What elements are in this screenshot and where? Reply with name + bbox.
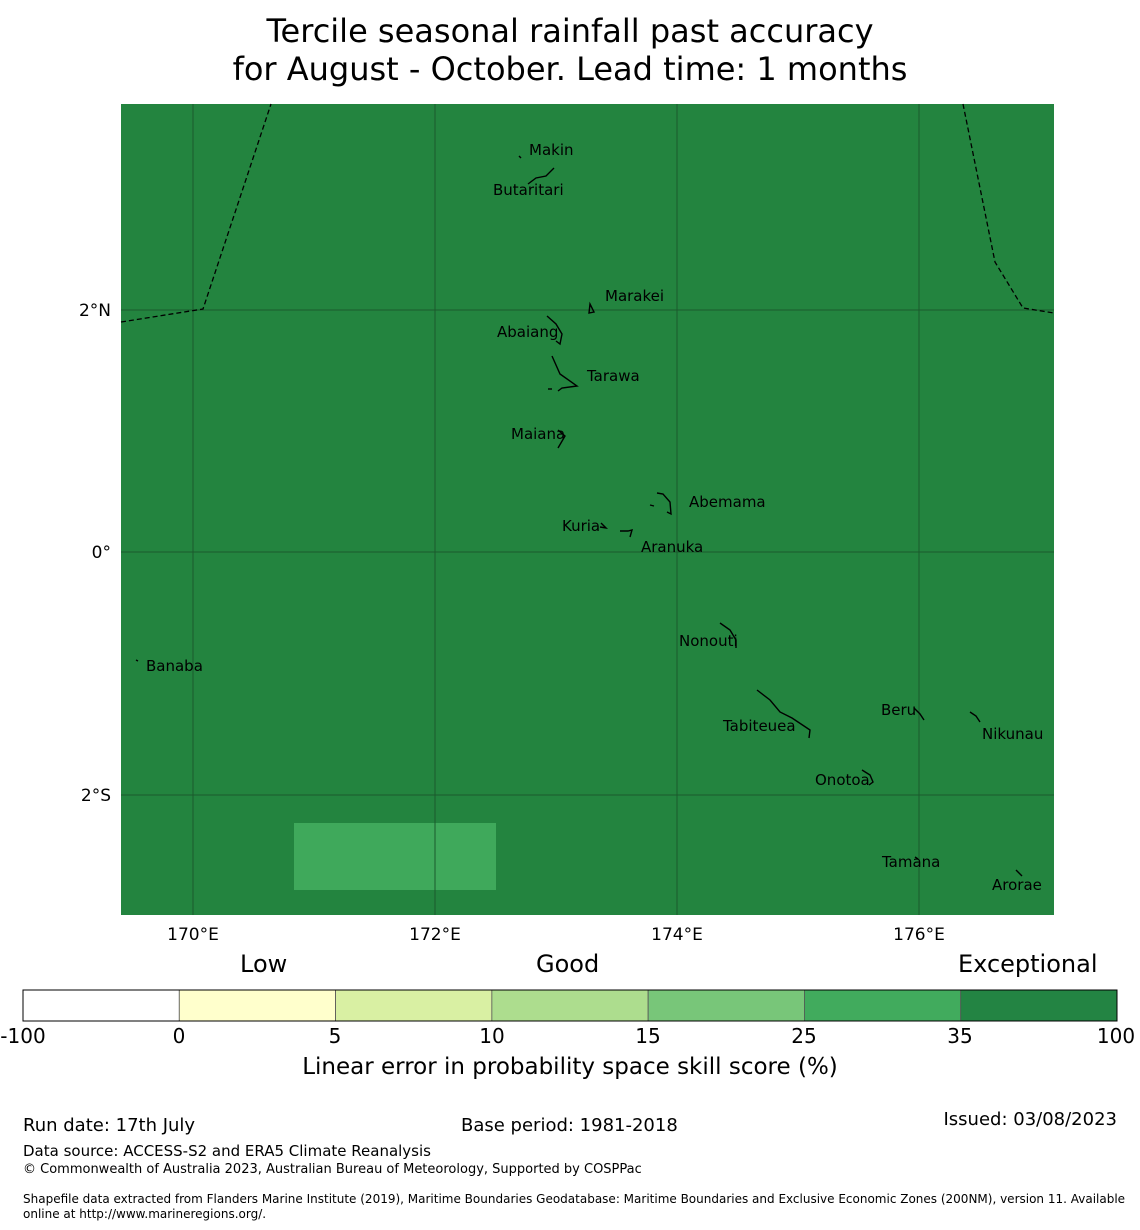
map-gridlines (121, 104, 1054, 915)
colorbar-border (22, 989, 1118, 1022)
issued-date: Issued: 03/08/2023 (943, 1109, 1117, 1130)
copyright-notice: © Commonwealth of Australia 2023, Austra… (23, 1162, 642, 1177)
map-background (121, 104, 1054, 915)
skill-score-patch (294, 823, 496, 890)
colorbar-axis-label: Linear error in probability space skill … (302, 1054, 838, 1080)
place-label-marakei: Marakei (605, 287, 664, 305)
colorbar-segment (22, 989, 180, 1022)
island-beru-outline (913, 707, 925, 721)
place-label-arorae: Arorae (992, 876, 1042, 894)
place-label-tabiteuea: Tabiteuea (722, 717, 796, 735)
island-nikunau-outline (969, 711, 981, 723)
island-abemama-outline (656, 492, 672, 516)
colorbar-tick-label: 10 (479, 1024, 505, 1048)
colorbar-segment (491, 989, 649, 1022)
base-period: Base period: 1981-2018 (461, 1115, 678, 1136)
shapefile-credit-line-2: online at http://www.marineregions.org/. (23, 1207, 267, 1221)
island-onotoa-outline (861, 769, 874, 786)
island-maiana-outline (557, 429, 566, 449)
colorbar-segment (960, 989, 1118, 1022)
place-label-banaba: Banaba (146, 657, 203, 675)
place-label-aranuka: Aranuka (641, 538, 703, 556)
colorbar-tick-label: 15 (635, 1024, 661, 1048)
island-marakei-outline (588, 301, 596, 314)
colorbar-tick-label: 100 (1096, 1024, 1136, 1048)
place-label-beru: Beru (881, 701, 916, 719)
colorbar-category-low: Low (240, 950, 288, 978)
colorbar-segment (647, 989, 805, 1022)
y-tick-label-2s: 2°S (81, 786, 111, 806)
place-label-abaiang: Abaiang (497, 323, 558, 341)
place-label-kuria: Kuria (562, 517, 600, 535)
colorbar-segment (335, 989, 493, 1022)
x-tick-label-172e: 172°E (409, 925, 461, 945)
island-aranuka-outline (620, 529, 634, 538)
island-makin-outline (518, 155, 522, 159)
y-tick-label-2n: 2°N (79, 301, 111, 321)
island-kuria-outline (599, 522, 609, 530)
data-source: Data source: ACCESS-S2 and ERA5 Climate … (23, 1142, 431, 1160)
chart-title-line-2: for August - October. Lead time: 1 month… (232, 50, 908, 88)
island-outlines (135, 155, 1023, 877)
x-tick-label-174e: 174°E (651, 925, 703, 945)
colorbar-tick-label: 5 (328, 1024, 342, 1048)
colorbar-tick-label: 35 (947, 1024, 973, 1048)
place-label-butaritari: Butaritari (493, 181, 564, 199)
place-label-nikunau: Nikunau (982, 725, 1043, 743)
colorbar-segment (178, 989, 336, 1022)
place-label-onotoa: Onotoa (815, 771, 870, 789)
colorbar-tick-label: 25 (791, 1024, 817, 1048)
colorbar-category-good: Good (536, 950, 600, 978)
eez-boundaries (120, 103, 1055, 323)
x-tick-label-176e: 176°E (893, 925, 945, 945)
shapefile-credit-line-1: Shapefile data extracted from Flanders M… (23, 1192, 1126, 1206)
island-tabiteuea-outline (756, 689, 811, 739)
place-label-maiana: Maiana (511, 425, 565, 443)
island-tamana-outline (914, 856, 919, 860)
island-banaba-outline (135, 659, 139, 662)
colorbar-tick-label: 0 (172, 1024, 186, 1048)
place-label-tamana: Tamana (881, 853, 940, 871)
place-label-abemama: Abemama (689, 493, 766, 511)
place-label-makin: Makin (529, 141, 574, 159)
colorbar-tick-label: -100 (0, 1024, 46, 1048)
place-label-tarawa: Tarawa (586, 367, 640, 385)
y-tick-label-0: 0° (92, 543, 111, 563)
place-label-nonouti: Nonouti (679, 632, 738, 650)
eez-boundary-east (962, 103, 1055, 314)
colorbar-segment (804, 989, 962, 1022)
island-abaiang-outline (546, 315, 563, 346)
island-arorae-outline (1015, 869, 1023, 877)
run-date: Run date: 17th July (23, 1115, 196, 1136)
island-abemama-islet (649, 504, 655, 507)
eez-boundary-west (120, 103, 272, 323)
island-tarawa-outline (551, 355, 579, 392)
island-butaritari-outline (527, 167, 555, 185)
island-nonouti-outline (719, 622, 737, 648)
colorbar (22, 989, 1118, 1022)
chart-title-line-1: Tercile seasonal rainfall past accuracy (266, 12, 874, 50)
x-tick-label-170e: 170°E (167, 925, 219, 945)
colorbar-category-exceptional: Exceptional (958, 950, 1098, 978)
